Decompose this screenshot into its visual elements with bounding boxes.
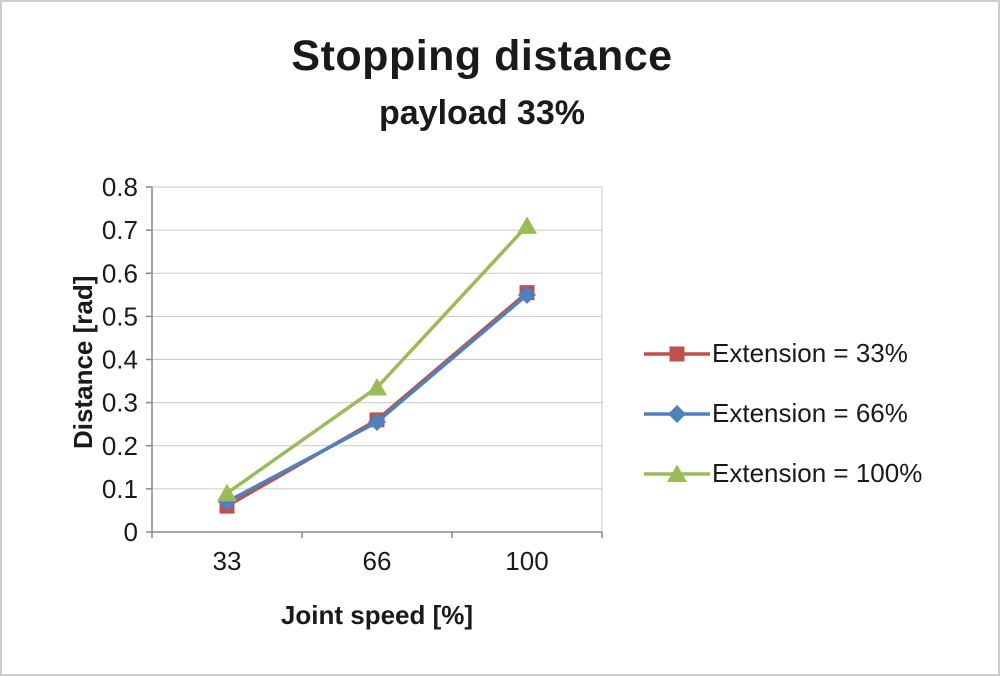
legend-item: Extension = 100% <box>644 458 922 489</box>
y-tick-label: 0.1 <box>102 474 138 504</box>
y-axis-title: Distance [rad] <box>68 275 98 449</box>
y-tick-label: 0.5 <box>102 301 138 331</box>
series-line-1 <box>226 293 529 504</box>
chart-title: Stopping distance <box>291 32 673 80</box>
series-line-0 <box>226 291 529 508</box>
x-tick-label: 66 <box>363 546 392 576</box>
y-tick-label: 0.7 <box>102 215 138 245</box>
series-marker-diamond <box>368 413 386 432</box>
series-marker-diamond <box>668 404 686 423</box>
y-tick-label: 0.3 <box>102 388 138 418</box>
y-tick-label: 0.6 <box>102 258 138 288</box>
x-axis-title: Joint speed [%] <box>280 600 474 630</box>
x-tick-label: 33 <box>213 546 242 576</box>
legend-label: Extension = 33% <box>712 338 908 368</box>
legend-item: Extension = 33% <box>644 338 922 369</box>
legend: Extension = 33% Extension = 66% Extensio… <box>644 338 922 489</box>
series-marker-square <box>669 346 685 361</box>
series-marker-triangle <box>517 216 537 234</box>
legend-diamond-marker-icon <box>644 404 710 423</box>
legend-triangle-marker-icon <box>644 464 710 482</box>
y-tick-label: 0.4 <box>102 345 138 375</box>
series-marker-diamond <box>518 285 536 304</box>
series-marker-triangle <box>367 378 387 396</box>
legend-label: Extension = 100% <box>712 458 923 488</box>
y-tick-label: 0.2 <box>102 431 138 461</box>
series-marker-triangle <box>667 464 687 482</box>
y-tick-label: 0 <box>124 517 138 547</box>
legend-label: Extension = 66% <box>712 398 908 428</box>
legend-item: Extension = 66% <box>644 398 922 429</box>
y-tick-label: 0.8 <box>102 172 138 202</box>
legend-square-marker-icon <box>644 346 710 361</box>
chart-subtitle: payload 33% <box>379 94 585 132</box>
x-tick-label: 100 <box>505 546 548 576</box>
series-marker-triangle <box>217 483 237 502</box>
